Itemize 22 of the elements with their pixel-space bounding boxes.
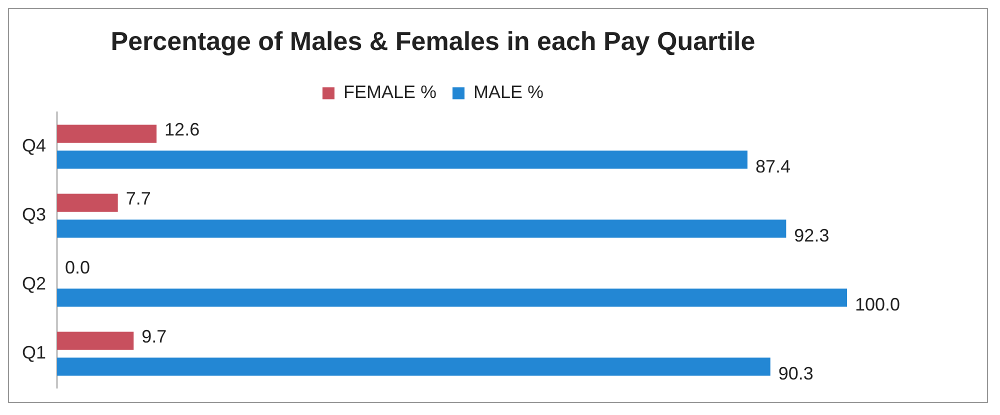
bar (57, 194, 118, 212)
data-label: 0.0 (65, 258, 90, 278)
data-label: 9.7 (142, 326, 167, 347)
y-tick-label: Q2 (22, 274, 46, 294)
bar (57, 288, 847, 307)
legend-label: MALE % (474, 82, 544, 102)
bar (57, 332, 134, 350)
y-tick-label: Q4 (22, 136, 46, 156)
bar (57, 358, 770, 376)
data-label: 100.0 (855, 294, 900, 315)
data-label: 7.7 (126, 188, 151, 209)
data-label: 92.3 (794, 226, 830, 246)
data-label: 12.6 (164, 120, 200, 140)
bar (57, 124, 157, 143)
y-tick-label: Q3 (22, 204, 46, 225)
y-tick-label: Q1 (22, 342, 46, 363)
bar (57, 150, 748, 169)
data-label: 87.4 (755, 156, 791, 177)
data-label: 90.3 (778, 364, 814, 384)
bar (57, 220, 786, 238)
chart-title: Percentage of Males & Females in each Pay Quartile (110, 26, 756, 56)
legend-label: FEMALE % (343, 82, 437, 102)
